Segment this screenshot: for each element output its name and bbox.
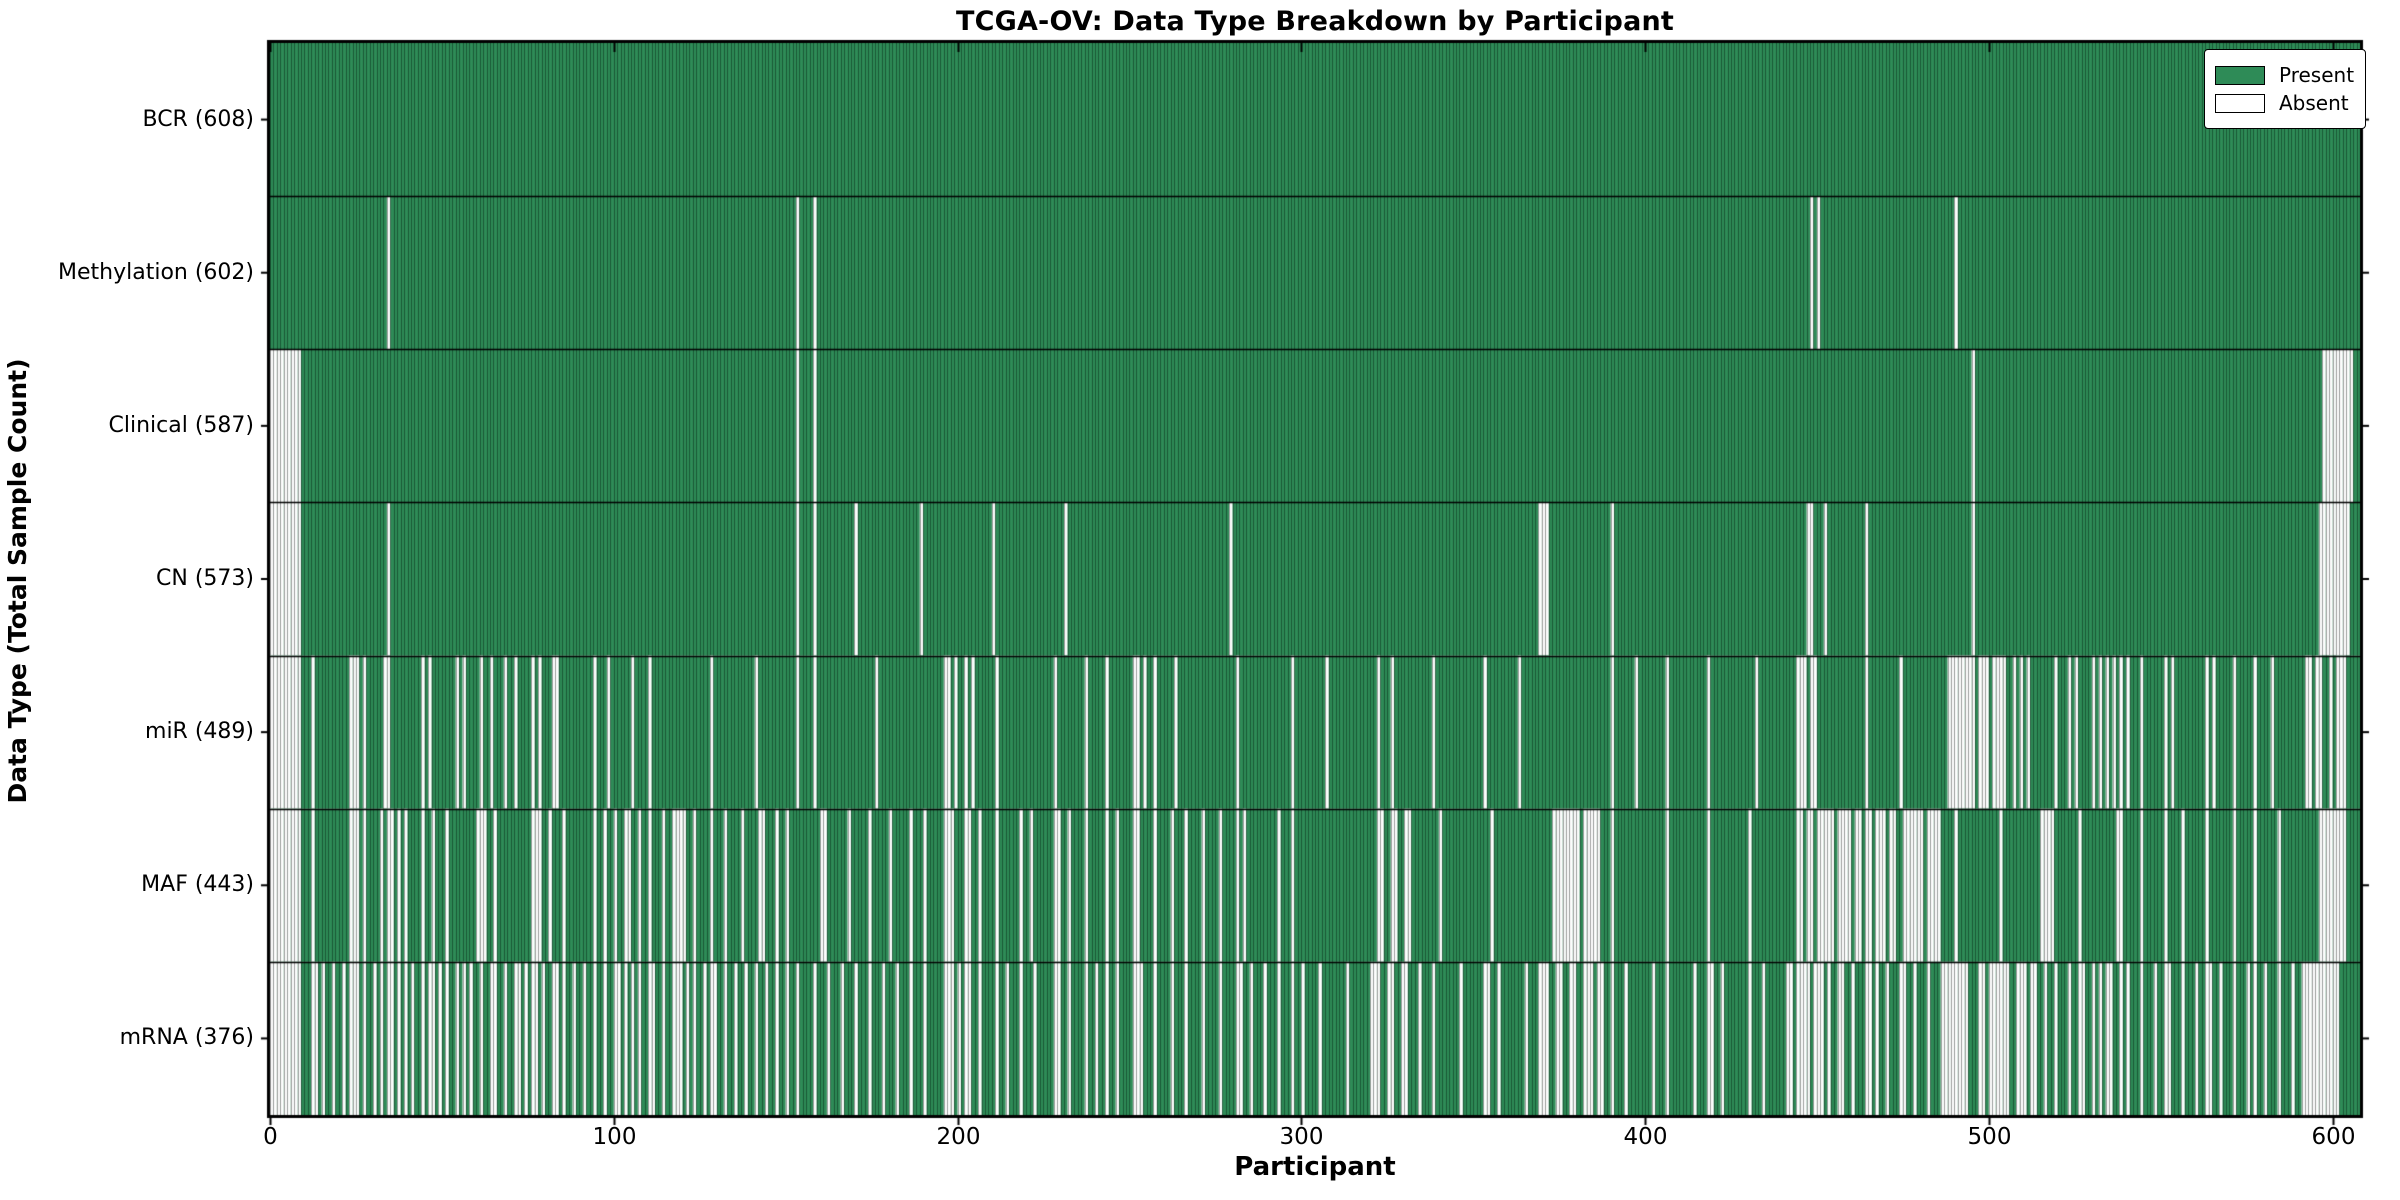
x-tick-label: 600 <box>2311 1124 2356 1150</box>
x-tick-label: 500 <box>1967 1124 2012 1150</box>
x-tick-label: 200 <box>936 1124 981 1150</box>
chart-title: TCGA-OV: Data Type Breakdown by Particip… <box>955 6 1675 37</box>
y-tick-label: miR (489) <box>145 719 254 745</box>
y-tick-label: MAF (443) <box>141 872 254 898</box>
legend-present-label: Present <box>2279 63 2355 87</box>
y-tick-label: Clinical (587) <box>108 412 254 438</box>
x-tick-label: 100 <box>592 1124 637 1150</box>
legend: Present Absent <box>2204 49 2366 129</box>
x-tick-label: 300 <box>1279 1124 1324 1150</box>
x-tick-label: 400 <box>1623 1124 1668 1150</box>
legend-absent-swatch <box>2215 93 2265 113</box>
y-tick-label: Methylation (602) <box>58 259 254 285</box>
y-tick-label: mRNA (376) <box>119 1025 254 1051</box>
y-tick-label: CN (573) <box>156 566 254 591</box>
legend-absent-label: Absent <box>2279 91 2349 115</box>
legend-entry-present: Present <box>2215 63 2355 87</box>
x-axis-label: Participant <box>1234 1152 1396 1182</box>
legend-present-swatch <box>2215 65 2265 85</box>
legend-entry-absent: Absent <box>2215 91 2353 115</box>
x-tick-label: 0 <box>263 1124 278 1150</box>
y-tick-label: BCR (608) <box>142 106 254 132</box>
